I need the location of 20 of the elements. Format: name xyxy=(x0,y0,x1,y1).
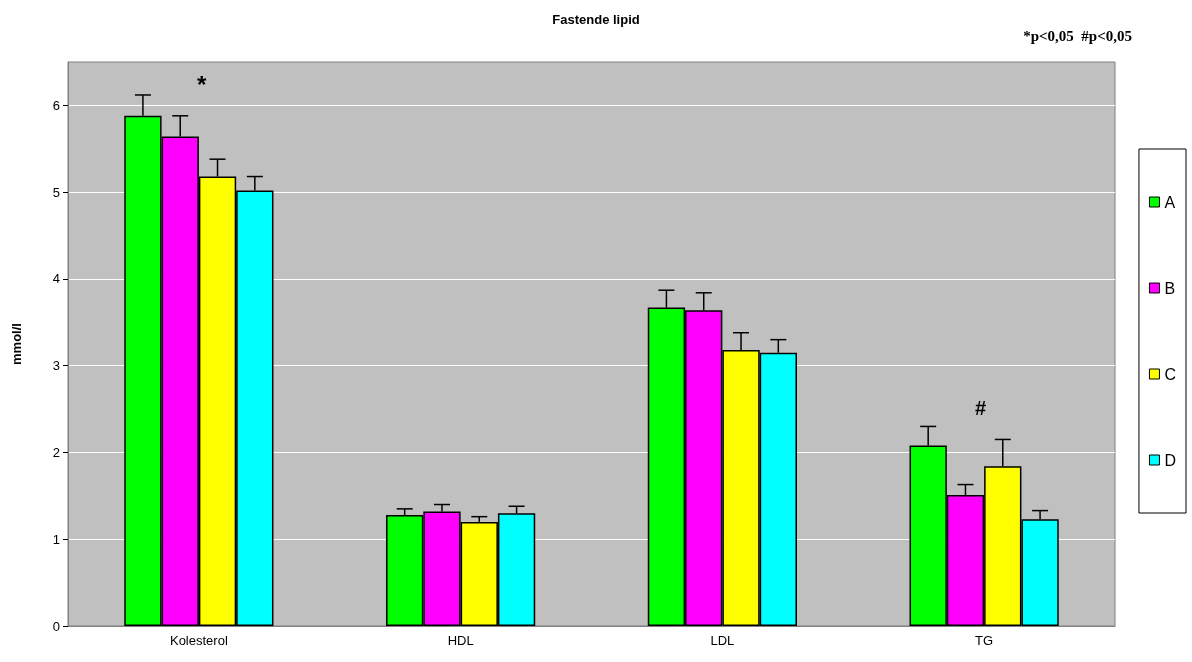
legend-label: D xyxy=(1164,451,1177,469)
y-tick-label: 2 xyxy=(52,444,60,460)
y-tick-label: 1 xyxy=(52,531,60,547)
x-tick-label: Kolesterol xyxy=(169,633,228,648)
chart-title: Fastende lipid xyxy=(552,12,640,27)
x-tick-label: TG xyxy=(975,633,994,648)
y-tick-label: 5 xyxy=(52,184,60,200)
y-tick-label: 6 xyxy=(52,97,60,113)
annotation: * xyxy=(197,70,207,98)
text: *p<0,05 #p<0,05 xyxy=(1023,27,1132,44)
x-tick-label: LDL xyxy=(710,633,735,648)
y-tick-label: 3 xyxy=(52,358,60,374)
y-tick-label: 0 xyxy=(52,618,60,634)
y-tick-label: 4 xyxy=(52,271,60,287)
legend-label: B xyxy=(1164,279,1176,297)
annotation: # xyxy=(975,397,987,419)
legend-label: A xyxy=(1164,193,1176,211)
y-axis-title: mmol/l xyxy=(9,323,24,365)
legend-label: C xyxy=(1164,365,1177,383)
x-tick-label: HDL xyxy=(447,633,474,648)
